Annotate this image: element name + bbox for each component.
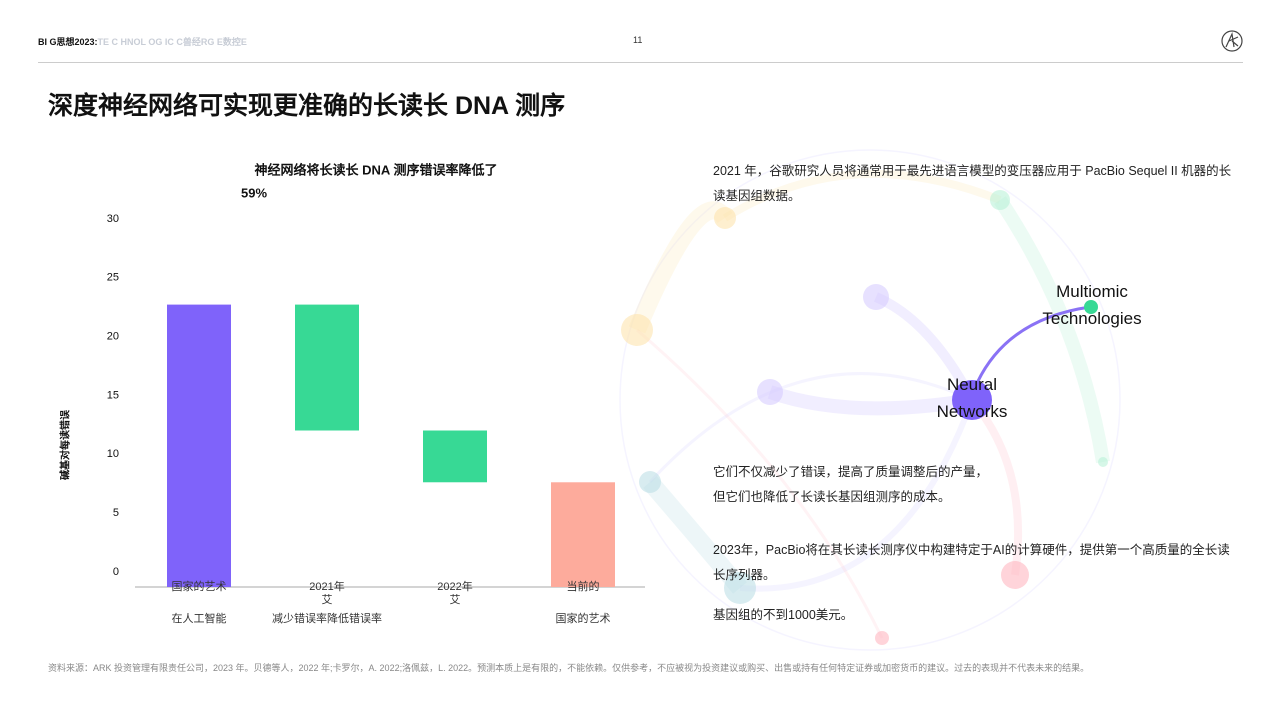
chart: 神经网络将长读长 DNA 测序错误率降低了 59% 碱基对每读错误 0 5 10 15…	[59, 162, 645, 625]
x-category-note: 减少错误率降低错误率	[272, 611, 382, 625]
page-number: 11	[633, 35, 643, 45]
x-tick-label: 艾	[450, 593, 461, 606]
network-graphic: Neural Networks Multiomic Technologies	[619, 149, 1142, 651]
y-tick-label: 10	[107, 448, 119, 460]
brand: BI G思想2023:	[38, 37, 98, 47]
x-tick-label: 2021年	[309, 579, 344, 593]
x-tick-label: 艾	[322, 593, 333, 606]
x-tick-label: 国家的艺术	[172, 579, 227, 593]
paragraph: 2023年，PacBio将在其长读长测序仪中构建特定于AI的计算硬件，提供第一个…	[713, 543, 1230, 582]
node-label: Multiomic Technologies	[1042, 282, 1141, 328]
x-category-note: 在人工智能	[172, 611, 227, 625]
x-tick-label: 当前的	[567, 579, 600, 593]
chart-title: 神经网络将长读长 DNA 测序错误率降低了	[255, 162, 498, 177]
paragraph: 基因组的不到1000美元。	[713, 608, 854, 622]
bar	[551, 482, 615, 587]
node-label: Neural Networks	[937, 375, 1008, 421]
divider	[38, 62, 1243, 63]
bar	[167, 304, 231, 587]
y-tick-label: 25	[107, 272, 119, 284]
source-note: 资料来源：ARK 投资管理有限责任公司，2023 年。贝德等人，2022 年;卡…	[48, 663, 1090, 673]
logo	[1221, 30, 1243, 52]
paragraph: 它们不仅减少了错误，提高了质量调整后的产量， 但它们也降低了长读长基因组测序的成…	[713, 465, 989, 504]
y-axis-label: 碱基对每读错误	[59, 409, 72, 480]
y-tick-label: 5	[113, 507, 119, 519]
chart-subtitle: 59%	[241, 185, 267, 200]
theme: TE C HNOL OG IC C兽经RG E数控E	[97, 37, 247, 47]
slide-title: 深度神经网络可实现更准确的长读长 DNA 测序	[48, 92, 566, 120]
y-tick-label: 15	[107, 389, 119, 401]
y-tick-label: 30	[107, 213, 119, 225]
x-tick-label: 2022年	[437, 579, 472, 593]
bar	[423, 430, 487, 483]
header: BI G思想2023:TE C HNOL OG IC C兽经RG E数控E	[38, 35, 247, 48]
y-tick-label: 0	[113, 566, 119, 578]
bar	[295, 304, 359, 431]
x-category-note: 国家的艺术	[556, 611, 611, 625]
y-tick-label: 20	[107, 331, 119, 343]
paragraph: 2021 年，谷歌研究人员将通常用于最先进语言模型的变压器应用于 PacBio …	[713, 164, 1232, 203]
